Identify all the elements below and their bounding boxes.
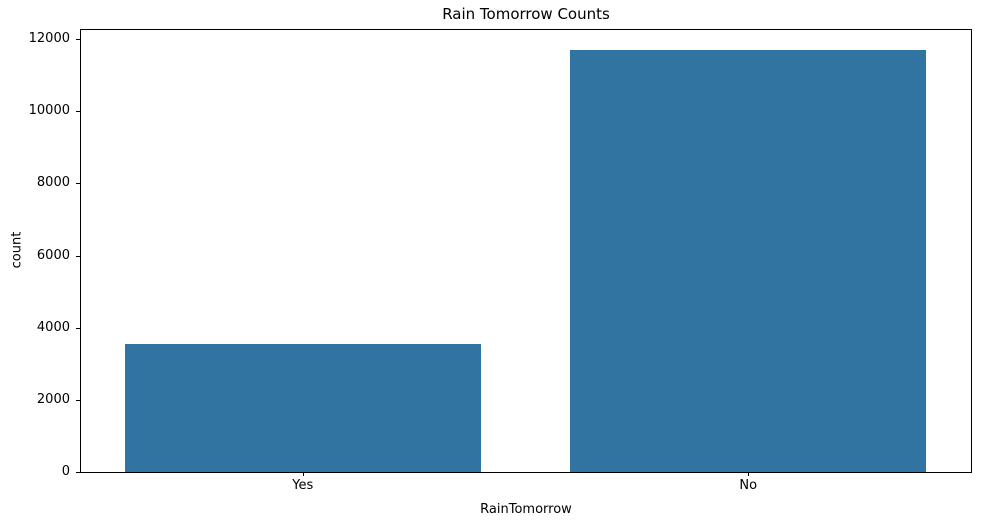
y-tick-mark: [76, 472, 80, 473]
bar-yes: [124, 343, 481, 472]
x-tick-mark: [302, 472, 304, 476]
y-tick-label: 12000: [28, 31, 70, 47]
y-tick-label: 0: [61, 464, 70, 479]
y-tick-mark: [76, 39, 80, 41]
y-tick-label: 8000: [36, 175, 70, 191]
x-tick-mark: [748, 472, 750, 476]
plot-area: [80, 29, 972, 473]
y-tick-label: 10000: [28, 103, 70, 119]
y-tick-mark: [76, 327, 80, 329]
x-tick-label-no: No: [739, 478, 758, 493]
y-tick-mark: [76, 111, 80, 113]
y-tick-label: 2000: [36, 391, 70, 407]
y-tick-label: 4000: [36, 319, 70, 335]
x-tick-label-yes: Yes: [292, 478, 314, 493]
y-tick-mark: [76, 183, 80, 185]
chart-title: Rain Tomorrow Counts: [442, 5, 610, 23]
bar-no: [570, 49, 927, 472]
y-tick-mark: [76, 255, 80, 257]
y-tick-label: 6000: [36, 247, 70, 263]
x-axis-label: RainTomorrow: [480, 502, 572, 517]
y-tick-mark: [76, 399, 80, 401]
